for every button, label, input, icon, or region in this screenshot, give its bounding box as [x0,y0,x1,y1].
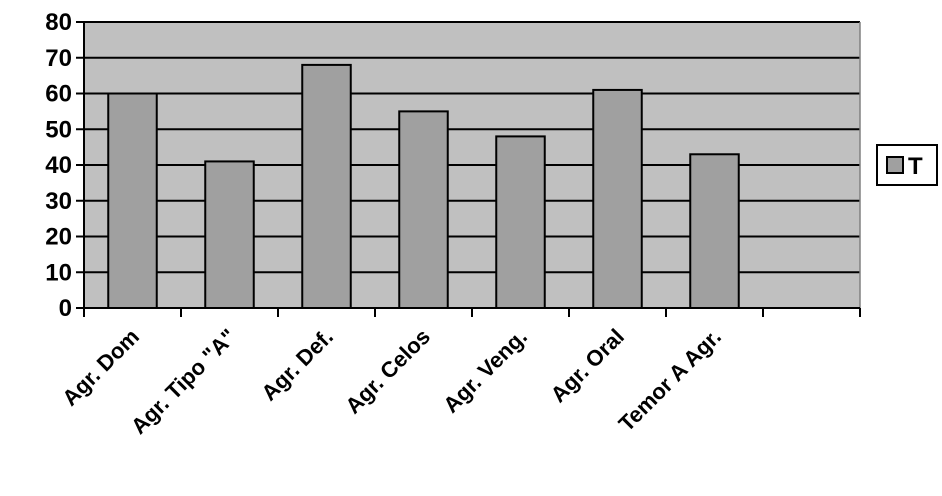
bar [204,160,255,309]
y-tick-label: 40 [45,152,72,179]
legend-swatch [886,156,904,174]
y-tick-label: 70 [45,45,72,72]
y-tick-label: 0 [59,295,72,322]
bar [301,63,352,310]
y-tick-label: 50 [45,116,72,143]
bar [495,135,546,309]
x-tick-label: Agr. Celos [340,324,435,419]
x-tick-label: Agr. Veng. [438,324,532,418]
bar [398,110,449,309]
x-tick-label: Agr. Dom [57,324,144,411]
y-tick-label: 80 [45,9,72,36]
legend-label: T [908,153,923,180]
y-tick-label: 10 [45,259,72,286]
bar [689,153,740,309]
x-tick-label: Agr. Def. [256,324,338,406]
bar [107,92,158,309]
y-tick-label: 20 [45,224,72,251]
y-tick-label: 60 [45,81,72,108]
bar [592,88,643,309]
y-tick-labels: 0 10 20 30 40 50 60 70 80 [45,9,72,322]
bars [107,63,740,310]
y-tick-label: 30 [45,188,72,215]
legend: T [876,144,938,186]
axes [76,21,861,317]
x-tick-label: Agr. Oral [546,324,629,407]
x-tick-label: Temor A Agr. [614,324,726,436]
